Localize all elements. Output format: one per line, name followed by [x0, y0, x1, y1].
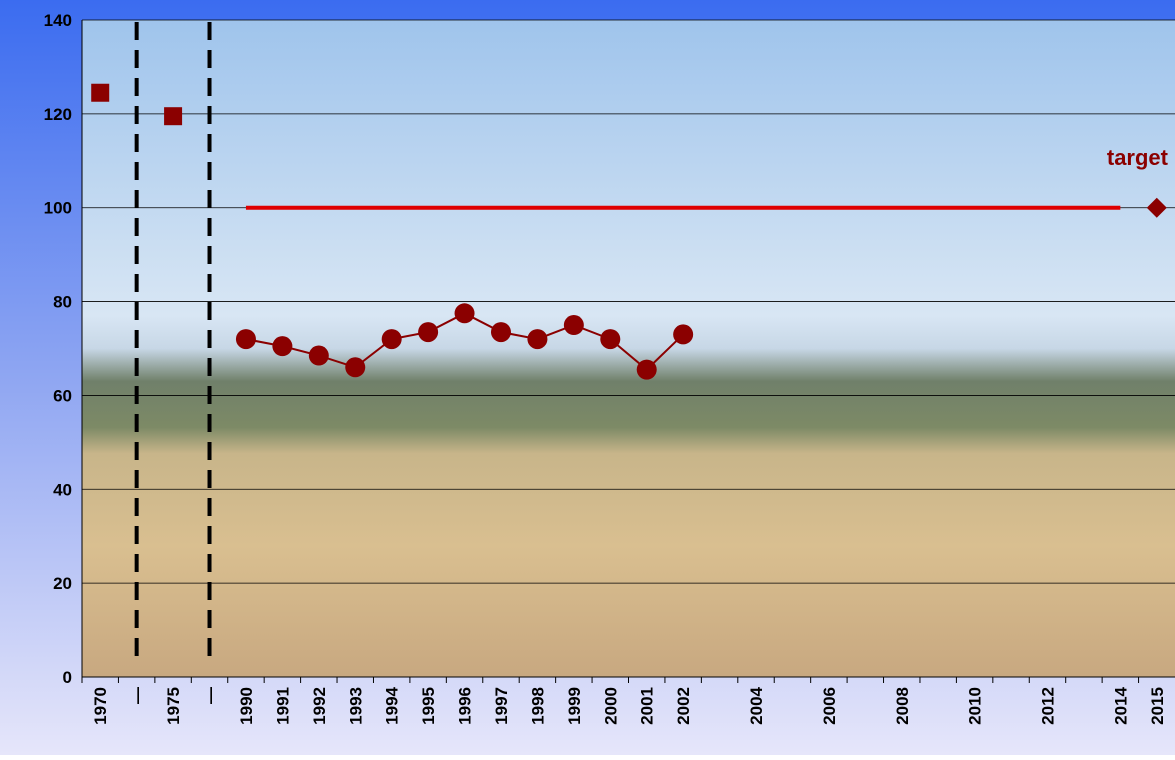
- point: [164, 107, 182, 125]
- point: [382, 329, 402, 349]
- x-tick-label: 1990: [237, 687, 256, 725]
- y-tick-label: 140: [44, 11, 72, 30]
- point: [527, 329, 547, 349]
- point: [455, 303, 475, 323]
- y-tick-label: 120: [44, 105, 72, 124]
- x-tick-label: 2000: [601, 687, 620, 725]
- x-tick-label: 2006: [820, 687, 839, 725]
- y-tick-label: 0: [63, 668, 72, 687]
- x-tick-label: 1975: [164, 687, 183, 725]
- y-tick-label: 80: [53, 293, 72, 312]
- x-tick-label: 2001: [638, 687, 657, 725]
- x-tick-label: —: [128, 687, 147, 704]
- point: [309, 346, 329, 366]
- point: [673, 324, 693, 344]
- x-tick-label: 1992: [310, 687, 329, 725]
- y-tick-label: 60: [53, 386, 72, 405]
- point: [272, 336, 292, 356]
- point: [564, 315, 584, 335]
- x-tick-label: 1970: [91, 687, 110, 725]
- point: [345, 357, 365, 377]
- y-tick-label: 20: [53, 574, 72, 593]
- chart: target 0 20 40 60 80 100 120 140 1970 — 1975 — 1990 1…: [0, 0, 1175, 755]
- x-tick-label: 2015: [1148, 687, 1167, 725]
- point: [418, 322, 438, 342]
- point: [637, 360, 657, 380]
- x-tick-label: 1995: [419, 687, 438, 725]
- x-tick-label: 1991: [273, 687, 292, 725]
- point: [91, 84, 109, 102]
- x-tick-label: 1996: [456, 687, 475, 725]
- x-tick-label: 2008: [893, 687, 912, 725]
- x-tick-label: 2012: [1038, 687, 1057, 725]
- y-tick-label: 40: [53, 480, 72, 499]
- annotation: target: [1107, 145, 1169, 170]
- point: [600, 329, 620, 349]
- x-tick-label: 2002: [674, 687, 693, 725]
- x-tick-label: 1999: [565, 687, 584, 725]
- x-tick-label: 1997: [492, 687, 511, 725]
- x-tick-label: 2010: [966, 687, 985, 725]
- y-tick-label: 100: [44, 199, 72, 218]
- point: [236, 329, 256, 349]
- x-tick-label: 2004: [747, 686, 766, 724]
- x-tick-label: 1998: [528, 687, 547, 725]
- x-tick-label: 2014: [1111, 686, 1130, 724]
- x-tick-label: —: [201, 687, 220, 704]
- x-tick-label: 1993: [346, 687, 365, 725]
- x-tick-label: 1994: [383, 686, 402, 724]
- point: [491, 322, 511, 342]
